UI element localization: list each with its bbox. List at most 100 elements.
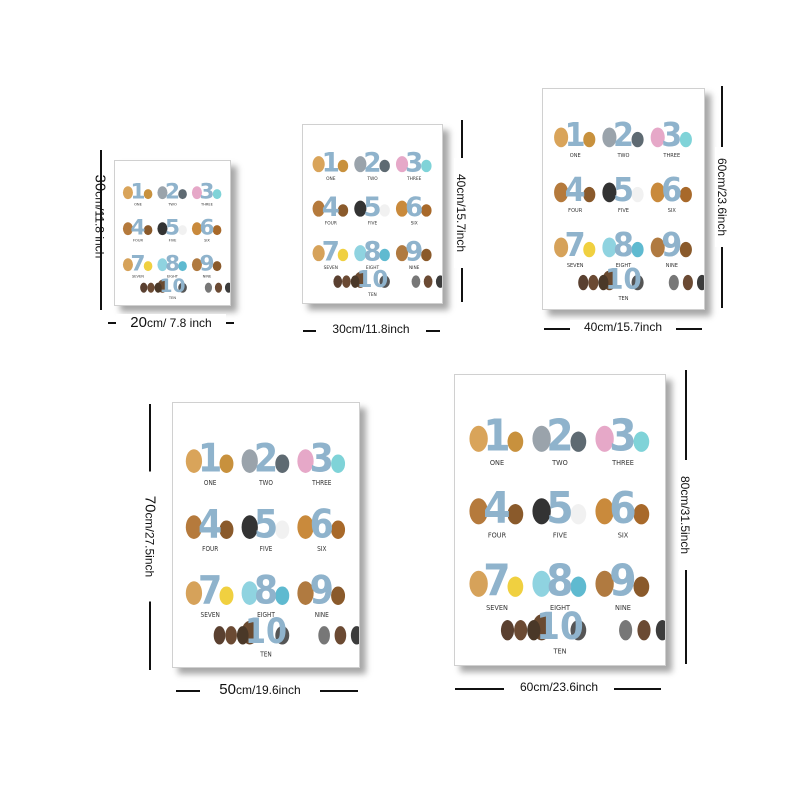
animal-illustration	[143, 225, 153, 236]
number-word: SEVEN	[486, 604, 508, 612]
number-glyph: 10	[605, 264, 641, 296]
width-label: 60cm/23.6inch	[504, 680, 614, 694]
number-word: NINE	[203, 275, 212, 279]
bear-illustration	[224, 282, 230, 293]
number-glyph: 7	[130, 251, 145, 276]
bear-illustration	[214, 282, 223, 293]
animal-illustration	[241, 581, 258, 605]
bear-illustration	[423, 275, 433, 288]
number-glyph: 1	[130, 179, 145, 204]
bear-illustration	[500, 620, 515, 641]
number-glyph: 2	[165, 179, 180, 204]
number-glyph: 5	[613, 172, 634, 210]
number-word: SEVEN	[324, 265, 338, 271]
animal-illustration	[241, 515, 258, 539]
animal-illustration	[650, 237, 665, 258]
bear-illustration	[588, 274, 599, 291]
number-glyph: 2	[254, 434, 278, 481]
number-word: THREE	[611, 459, 634, 467]
animal-illustration	[469, 425, 488, 452]
number-glyph: 10	[536, 605, 583, 648]
number-word: SEVEN	[201, 612, 221, 619]
number-word: SIX	[411, 221, 418, 227]
animal-illustration	[570, 620, 587, 641]
number-glyph: 4	[322, 193, 340, 223]
animal-illustration	[631, 131, 644, 148]
animal-illustration	[122, 222, 133, 236]
animal-illustration	[312, 200, 325, 217]
animal-illustration	[241, 449, 258, 473]
animal-illustration	[631, 274, 644, 291]
animal-illustration	[157, 258, 168, 272]
poster-20x30: 1 ONE 2 TWO 3 THREE 4 FOUR 5 FIVE 6 SIX 7 SEVEN 8 EIGHT…	[114, 160, 231, 306]
number-word: TWO	[366, 176, 378, 182]
number-word: TEN	[618, 296, 629, 302]
animal-illustration	[178, 261, 187, 272]
number-word: FIVE	[618, 208, 629, 214]
number-word: FOUR	[325, 221, 337, 227]
animal-illustration	[679, 186, 692, 203]
bear-illustration	[350, 275, 360, 288]
animal-illustration	[331, 520, 346, 539]
animal-illustration	[275, 520, 290, 539]
number-glyph: 8	[613, 227, 634, 265]
animal-illustration	[595, 498, 614, 525]
animal-illustration	[650, 127, 665, 148]
animal-illustration	[157, 222, 168, 236]
animal-illustration	[212, 225, 222, 236]
width-label: 20cm/ 7.8 inch	[116, 314, 226, 331]
bear-illustration	[154, 282, 162, 293]
animal-illustration	[379, 248, 390, 262]
animal-illustration	[633, 576, 650, 597]
height-label: 40cm/15.7inch	[454, 158, 468, 268]
width-label: 40cm/15.7inch	[570, 320, 676, 334]
number-glyph: 10	[357, 267, 388, 293]
height-dimension-line	[100, 150, 102, 310]
number-glyph: 9	[199, 251, 214, 276]
animal-illustration	[354, 200, 367, 217]
number-word: SEVEN	[567, 263, 584, 269]
number-glyph: 7	[198, 566, 222, 613]
number-glyph: 5	[546, 482, 573, 533]
number-word: NINE	[315, 612, 329, 619]
number-word: FOUR	[133, 239, 143, 243]
number-glyph: 5	[363, 193, 381, 223]
animal-illustration	[312, 156, 325, 173]
animal-illustration	[185, 449, 203, 473]
bear-illustration	[682, 274, 693, 291]
animal-illustration	[395, 156, 409, 173]
animal-illustration	[191, 186, 202, 200]
width-label: 30cm/11.8inch	[316, 322, 426, 336]
number-glyph: 6	[405, 193, 423, 223]
number-word: THREE	[200, 203, 214, 207]
bear-illustration	[637, 620, 651, 641]
animal-illustration	[679, 131, 692, 148]
animal-illustration	[275, 626, 290, 645]
animal-illustration	[583, 186, 596, 203]
animal-illustration	[633, 431, 650, 452]
bear-illustration	[333, 275, 343, 288]
animal-illustration	[679, 241, 692, 258]
animal-illustration	[337, 204, 349, 217]
animal-illustration	[595, 425, 614, 452]
number-glyph: 6	[310, 500, 334, 547]
bear-illustration	[147, 282, 155, 293]
number-word: SIX	[317, 546, 327, 553]
number-glyph: 9	[609, 555, 636, 606]
bear-illustration	[334, 626, 347, 645]
animal-illustration	[297, 515, 314, 539]
number-word: EIGHT	[616, 263, 632, 269]
animal-illustration	[157, 186, 168, 200]
bear-illustration	[435, 275, 442, 288]
animal-illustration	[554, 237, 569, 258]
bear-illustration	[578, 274, 589, 291]
number-glyph: 4	[198, 500, 222, 547]
animal-illustration	[379, 204, 390, 217]
animal-illustration	[532, 570, 551, 597]
animal-illustration	[122, 258, 133, 272]
number-word: TWO	[551, 459, 568, 467]
bear-illustration	[668, 274, 679, 291]
